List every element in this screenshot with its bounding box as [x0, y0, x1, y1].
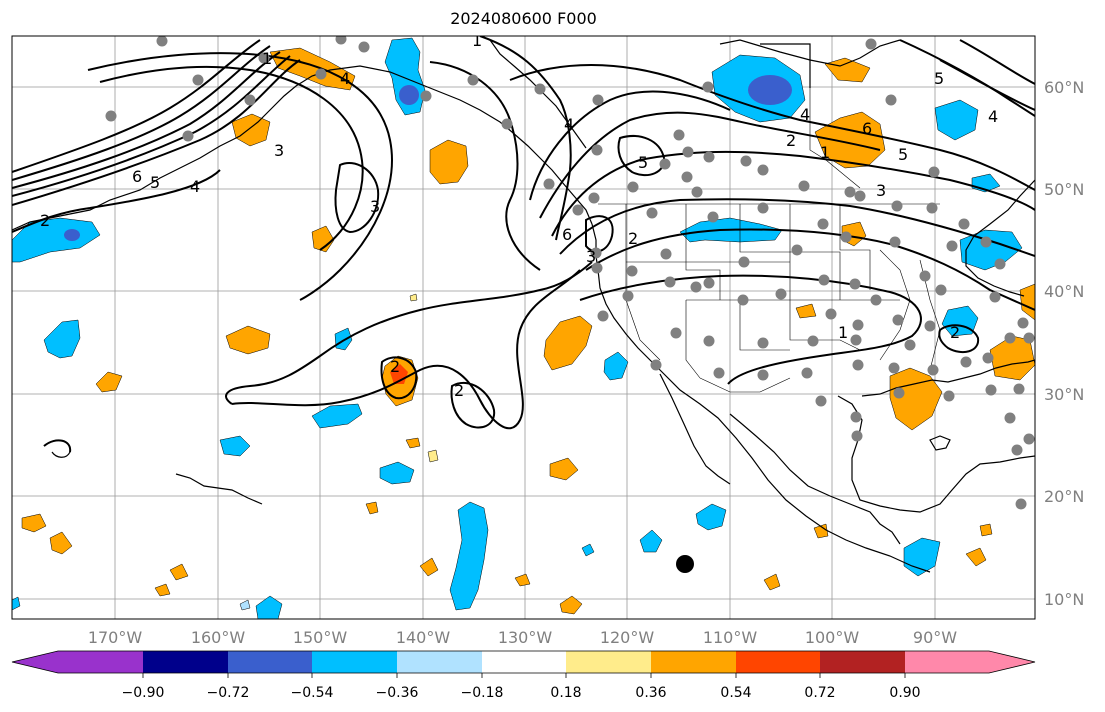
contour-label: 3	[274, 141, 284, 160]
contour-label: 4	[800, 105, 810, 124]
latitude-labels: 60°N 50°N 40°N 30°N 20°N 10°N	[1044, 78, 1084, 609]
map-frame	[11, 35, 1036, 620]
colorbar-segment	[58, 651, 143, 673]
lat-label: 60°N	[1044, 78, 1084, 97]
contour-label: 2	[454, 381, 464, 400]
contour-label: 4	[190, 177, 200, 196]
contour-label: 5	[934, 69, 944, 88]
colorbar-tick-label: −0.90	[122, 685, 165, 701]
contour-label: 6	[562, 225, 572, 244]
lon-label: 160°W	[191, 628, 246, 647]
contour-label: 1	[262, 49, 272, 68]
contour-label: 4	[988, 107, 998, 126]
contour-label: 5	[898, 145, 908, 164]
lon-label: 120°W	[600, 628, 655, 647]
colorbar-tick-label: 0.18	[550, 685, 581, 701]
lat-label: 20°N	[1044, 487, 1084, 506]
lon-label: 170°W	[88, 628, 143, 647]
colorbar-segment	[566, 651, 651, 673]
contour-label: 5	[638, 153, 648, 172]
longitude-labels: 170°W 160°W 150°W 140°W 130°W 120°W 110°…	[88, 628, 957, 647]
lat-label: 10°N	[1044, 590, 1084, 609]
colorbar-segment	[736, 651, 820, 673]
lon-label: 150°W	[293, 628, 348, 647]
contour-label: 2	[40, 211, 50, 230]
colorbar-tick-label: −0.36	[376, 685, 419, 701]
contour-label: 3	[586, 247, 596, 266]
contour-label: 1	[820, 143, 830, 162]
colorbar-extend-low	[12, 651, 58, 673]
lon-label: 130°W	[498, 628, 553, 647]
colorbar-tick-label: 0.36	[635, 685, 666, 701]
positive-anomaly-patches	[21, 47, 1035, 615]
colorbar-segment	[905, 651, 989, 673]
colorbar-tick-label: −0.18	[461, 685, 504, 701]
colorbar-segment	[651, 651, 736, 673]
colorbar-segment	[228, 651, 312, 673]
contour-label: 1	[838, 323, 848, 342]
contour-label: 4	[340, 69, 350, 88]
lon-label: 100°W	[805, 628, 860, 647]
contour-label: 4	[564, 115, 574, 134]
lon-label: 140°W	[396, 628, 451, 647]
colorbar-segment	[482, 651, 566, 673]
lon-label: 90°W	[913, 628, 957, 647]
contour-label: 1	[472, 31, 482, 50]
coastlines	[12, 39, 1035, 573]
contour-label: 2	[786, 131, 796, 150]
colorbar-ticks	[142, 673, 906, 678]
negative-anomaly-patches	[12, 37, 1023, 619]
contour-label: 2	[950, 323, 960, 342]
colorbar-segment	[820, 651, 905, 673]
colorbar-tick-labels: −0.90 −0.72 −0.54 −0.36 −0.18 0.18 0.36 …	[122, 685, 921, 701]
contour-label: 2	[628, 229, 638, 248]
station-markers	[105, 36, 1035, 510]
colorbar-segment	[397, 651, 482, 673]
colorbar: −0.90 −0.72 −0.54 −0.36 −0.18 0.18 0.36 …	[11, 650, 1036, 701]
colorbar-tick-label: 0.90	[889, 685, 920, 701]
hurricane-marker	[676, 555, 694, 573]
colorbar-segment	[312, 651, 397, 673]
contour-label: 6	[862, 119, 872, 138]
map-title: 2024080600 F000	[450, 9, 597, 28]
colorbar-tick-label: 0.54	[720, 685, 751, 701]
colorbar-tick-label: 0.72	[804, 685, 835, 701]
contour-label: 5	[150, 173, 160, 192]
contour-lines	[12, 36, 1035, 453]
colorbar-outline	[11, 650, 1036, 674]
contour-label: 3	[876, 181, 886, 200]
colorbar-tick-label: −0.72	[207, 685, 250, 701]
colorbar-segment	[143, 651, 228, 673]
lat-label: 40°N	[1044, 282, 1084, 301]
colorbar-extend-high	[989, 651, 1035, 673]
contour-label: 6	[132, 167, 142, 186]
lon-label: 110°W	[703, 628, 758, 647]
graticule	[12, 36, 1035, 619]
colorbar-tick-label: −0.54	[291, 685, 334, 701]
contour-label: 3	[370, 197, 380, 216]
contour-value-labels: 1 1 6 5 4 2 3 3 4 4 6 3 2 5 4 2 1 6 5 3 …	[40, 31, 998, 400]
lat-label: 30°N	[1044, 385, 1084, 404]
lat-label: 50°N	[1044, 180, 1084, 199]
contour-label: 2	[390, 357, 400, 376]
